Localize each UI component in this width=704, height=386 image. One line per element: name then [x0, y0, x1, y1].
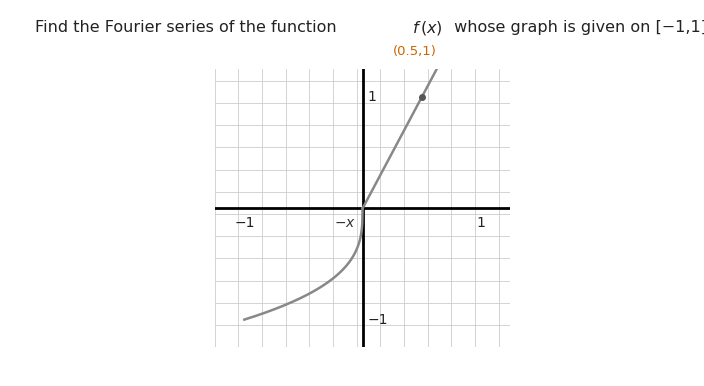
Text: (0.5,1): (0.5,1): [393, 45, 436, 58]
Text: −1: −1: [367, 313, 388, 327]
Text: 1: 1: [477, 216, 485, 230]
Text: $f\,(x)$: $f\,(x)$: [412, 19, 443, 37]
Text: whose graph is given on [−1,1] as below.: whose graph is given on [−1,1] as below.: [449, 20, 704, 35]
Text: $-x$: $-x$: [334, 216, 356, 230]
Text: 1: 1: [367, 90, 376, 104]
Text: −1: −1: [234, 216, 255, 230]
Text: Find the Fourier series of the function: Find the Fourier series of the function: [35, 20, 342, 35]
